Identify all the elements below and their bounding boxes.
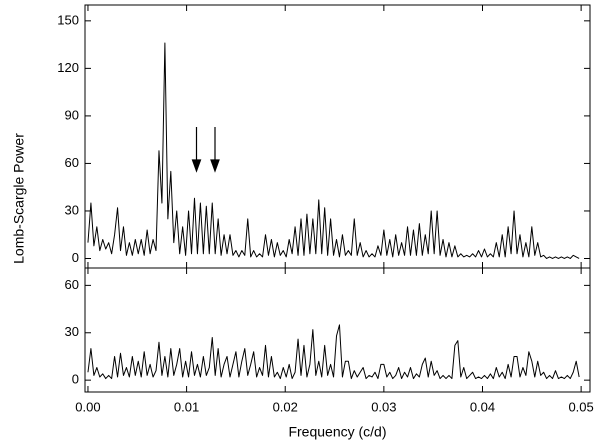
x-axis-label: Frequency (c/d) [288,424,386,440]
x-tick-label: 0.04 [470,399,495,414]
y-tick-label: 60 [65,277,79,292]
y-tick-label: 120 [57,60,79,75]
plot-frame [84,4,591,269]
y-tick-label: 0 [72,250,79,265]
y-tick-label: 0 [72,372,79,387]
arrow-head [210,159,220,173]
x-tick-label: 0.03 [371,399,396,414]
power-line [87,324,580,380]
plot-frame [84,267,591,393]
arrow-head [191,159,202,173]
y-tick-label: 30 [65,324,79,339]
x-tick-label: 0.05 [568,399,593,414]
y-tick-label: 150 [57,12,79,27]
y-tick-label: 30 [65,202,79,217]
y-tick-label: 60 [65,155,79,170]
y-tick-label: 90 [65,107,79,122]
x-tick-label: 0.00 [75,399,100,414]
x-tick-label: 0.01 [174,399,199,414]
y-axis-label: Lomb-Scargle Power [11,133,27,264]
annotation-arrows [191,127,220,173]
x-tick-label: 0.02 [273,399,298,414]
power-line [87,42,580,259]
